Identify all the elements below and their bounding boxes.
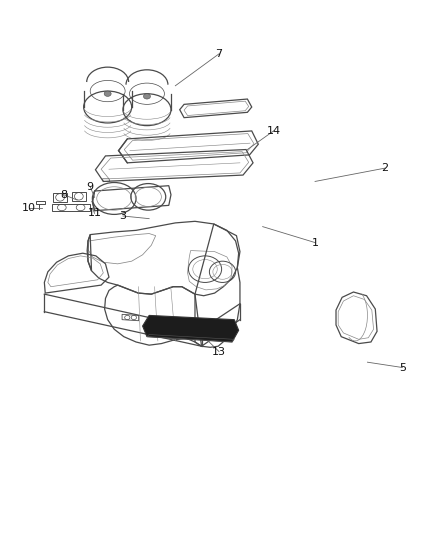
Text: 5: 5 xyxy=(399,362,406,373)
Text: 13: 13 xyxy=(212,346,226,357)
Text: 2: 2 xyxy=(381,163,389,173)
Ellipse shape xyxy=(144,94,150,99)
Ellipse shape xyxy=(104,91,111,96)
Text: 10: 10 xyxy=(22,203,36,213)
Text: 8: 8 xyxy=(60,190,67,200)
Polygon shape xyxy=(143,316,239,342)
Text: 1: 1 xyxy=(311,238,318,247)
Text: 14: 14 xyxy=(266,126,281,136)
Text: 7: 7 xyxy=(215,49,223,59)
Text: 3: 3 xyxy=(120,211,127,221)
Text: 11: 11 xyxy=(88,208,102,219)
Text: 9: 9 xyxy=(87,182,94,192)
